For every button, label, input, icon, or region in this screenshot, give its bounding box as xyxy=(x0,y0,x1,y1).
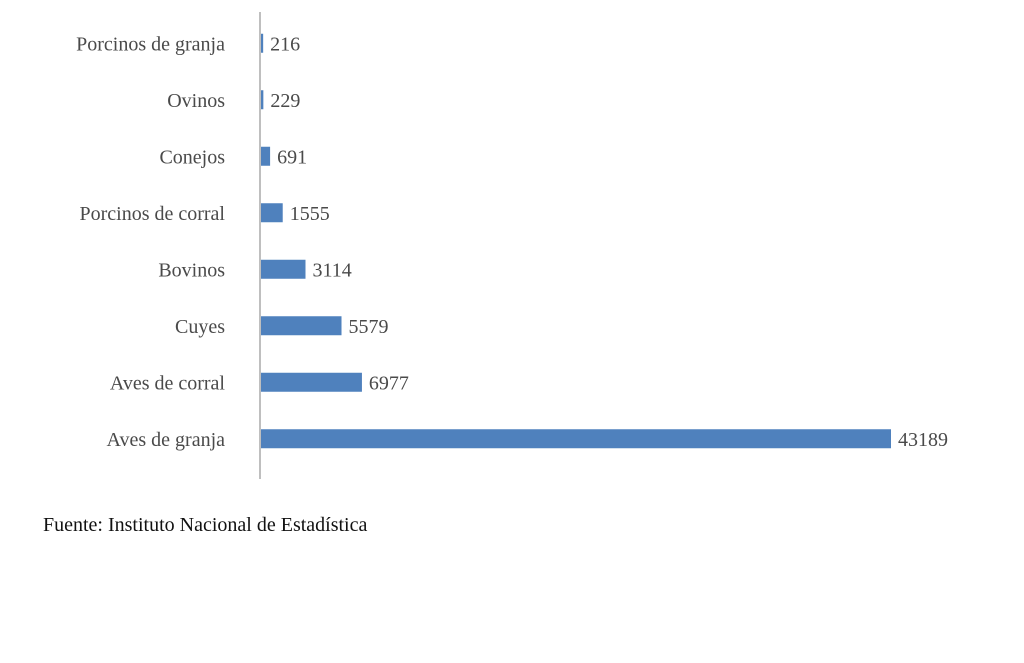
value-label: 1555 xyxy=(290,203,330,225)
value-label: 229 xyxy=(270,90,300,112)
bar xyxy=(260,33,264,53)
bar xyxy=(260,146,271,166)
bar xyxy=(260,259,306,279)
category-label: Conejos xyxy=(159,146,225,168)
value-labels: 216 229 691 1555 3114 5579 6977 43189 xyxy=(270,33,948,451)
category-label: Aves de corral xyxy=(110,372,226,394)
category-label: Aves de granja xyxy=(107,429,226,451)
source-note: Fuente: Instituto Nacional de Estadístic… xyxy=(43,514,368,536)
category-label: Bovinos xyxy=(158,259,225,281)
value-label: 43189 xyxy=(898,429,948,451)
value-label: 6977 xyxy=(369,372,409,394)
bar xyxy=(260,372,362,392)
value-label: 5579 xyxy=(349,316,389,338)
bar xyxy=(260,316,342,336)
bar-chart: Porcinos de granja Ovinos Conejos Porcinos … xyxy=(76,12,948,479)
bar xyxy=(260,429,891,449)
category-label: Ovinos xyxy=(167,90,225,112)
category-label: Porcinos de granja xyxy=(76,33,225,55)
category-labels: Porcinos de granja Ovinos Conejos Porcinos … xyxy=(76,33,225,451)
category-label: Porcinos de corral xyxy=(79,203,225,225)
category-label: Cuyes xyxy=(175,316,225,338)
bars xyxy=(260,33,891,449)
bar xyxy=(260,203,283,223)
value-label: 3114 xyxy=(312,259,351,281)
bar xyxy=(260,90,264,110)
value-label: 691 xyxy=(277,146,307,168)
value-label: 216 xyxy=(270,33,300,55)
